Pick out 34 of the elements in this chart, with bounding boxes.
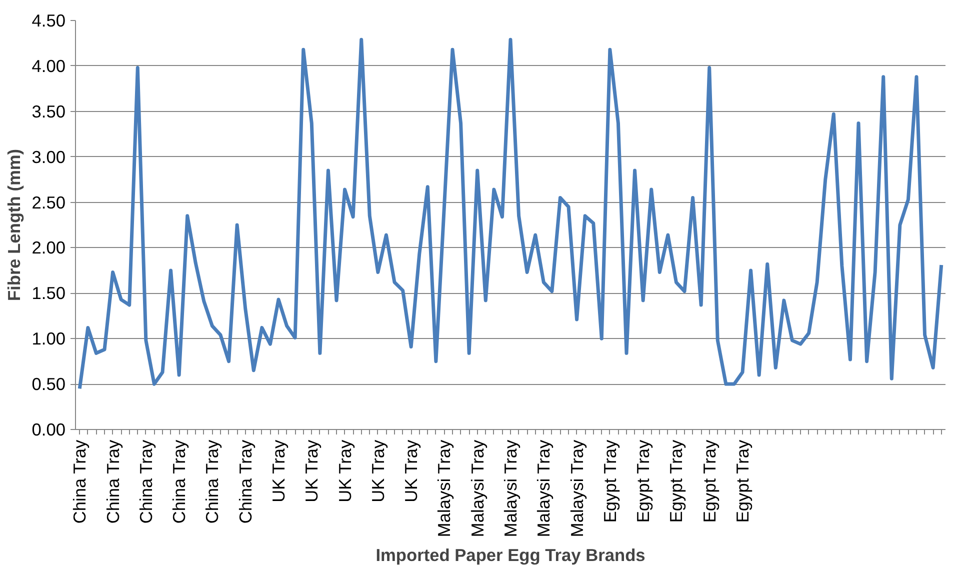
x-tick-label: China Tray [235,439,256,524]
y-tick-label: 1.50 [32,283,66,304]
x-tick-label: Egypt Tray [666,439,686,523]
line-series [78,38,944,390]
y-tick-label: 0.50 [32,374,66,394]
x-tick-label: Egypt Tray [600,439,620,523]
x-tick-label: China Tray [169,439,190,524]
x-tick-label: Malaysi Tray [434,439,454,538]
x-tick-label: UK Tray [401,439,422,502]
x-tick-label: Malaysi Tray [467,439,488,538]
y-tick-label: 4.50 [32,10,66,30]
x-tick-label: Egypt Tray [732,439,752,523]
x-tick-label: Egypt Tray [633,439,654,523]
x-tick-label: Malaysi Tray [534,439,554,538]
y-tick-label: 0.00 [32,420,66,440]
y-tick-label: 4.00 [32,56,66,76]
y-tick-label: 3.00 [32,146,66,167]
y-axis-title: Fibre Length (mm) [4,148,24,302]
x-tick-label: Malaysi Tray [500,439,520,538]
y-tick-label: 3.50 [32,101,66,122]
x-tick-label: Egypt Tray [699,439,720,523]
x-tick-label: UK Tray [368,439,388,502]
x-tick-label: China Tray [70,439,90,524]
x-tick-label: UK Tray [268,439,288,502]
x-tick-label: China Tray [136,439,156,524]
x-axis-title: Imported Paper Egg Tray Brands [376,545,646,566]
y-tick-label: 2.00 [32,238,66,258]
x-tick-label: UK Tray [334,439,355,502]
y-tick-label: 1.00 [32,328,66,349]
y-tick-label: 2.50 [32,192,66,212]
x-tick-label: Malaysi Tray [566,439,587,538]
x-tick-label: UK Tray [302,439,322,502]
x-tick-label: China Tray [102,439,123,524]
x-tick-label: China Tray [202,439,222,524]
